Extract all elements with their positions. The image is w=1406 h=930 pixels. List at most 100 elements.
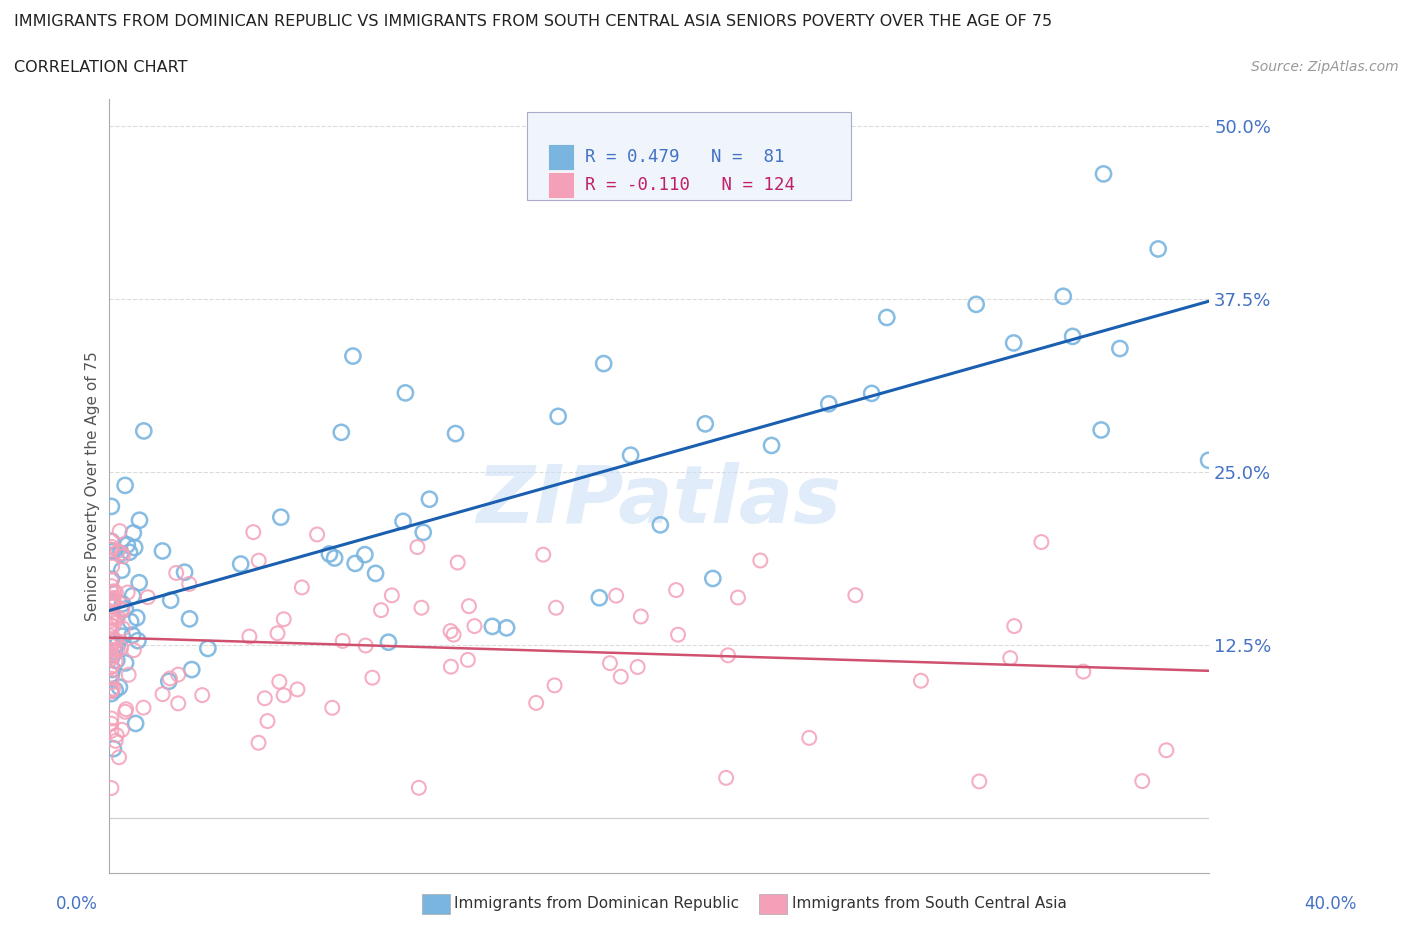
Point: [269, 674, 291, 689]
Point: [247, 736, 270, 751]
Point: [100, 618, 122, 632]
Point: [447, 555, 470, 570]
Point: [100, 585, 122, 600]
Point: [103, 643, 125, 658]
Point: [100, 686, 122, 701]
Point: [323, 551, 346, 565]
Point: [107, 544, 129, 559]
Text: R = 0.479   N =  81: R = 0.479 N = 81: [585, 148, 785, 166]
Point: [108, 680, 131, 695]
Point: [307, 527, 329, 542]
Point: [107, 610, 129, 625]
Point: [1002, 336, 1025, 351]
Point: [100, 499, 122, 514]
Point: [247, 553, 270, 568]
Point: [167, 696, 190, 711]
Point: [844, 588, 866, 603]
Point: [100, 659, 122, 674]
Point: [543, 678, 565, 693]
Point: [122, 525, 145, 540]
Point: [463, 618, 485, 633]
Point: [100, 638, 122, 653]
Point: [103, 609, 125, 624]
Point: [100, 613, 122, 628]
Point: [111, 596, 134, 611]
Point: [101, 559, 124, 574]
Point: [588, 591, 610, 605]
Point: [100, 592, 122, 607]
Point: [152, 543, 174, 558]
Point: [330, 425, 353, 440]
Point: [1198, 453, 1220, 468]
Point: [253, 691, 276, 706]
Point: [440, 659, 463, 674]
Point: [610, 670, 633, 684]
Point: [100, 652, 122, 667]
Point: [354, 638, 377, 653]
Point: [100, 572, 122, 587]
Point: [749, 553, 772, 568]
Text: R = -0.110   N = 124: R = -0.110 N = 124: [585, 176, 794, 194]
Point: [287, 682, 309, 697]
Point: [165, 565, 187, 580]
Point: [377, 635, 399, 650]
Point: [104, 734, 127, 749]
Point: [481, 619, 503, 634]
Point: [105, 653, 128, 668]
Point: [411, 600, 433, 615]
Point: [495, 620, 517, 635]
Point: [100, 675, 122, 690]
Text: Immigrants from South Central Asia: Immigrants from South Central Asia: [792, 897, 1067, 911]
Text: 40.0%: 40.0%: [1305, 895, 1357, 913]
Point: [443, 627, 465, 642]
Point: [1073, 664, 1095, 679]
Point: [180, 662, 202, 677]
Point: [124, 716, 146, 731]
Point: [761, 438, 783, 453]
Point: [1000, 651, 1022, 666]
Point: [318, 547, 340, 562]
Point: [103, 591, 125, 605]
Point: [364, 566, 387, 581]
Point: [111, 723, 134, 737]
Point: [439, 624, 461, 639]
Point: [101, 600, 124, 615]
Point: [120, 614, 142, 629]
Point: [114, 704, 136, 719]
Point: [121, 589, 143, 604]
Point: [1002, 618, 1025, 633]
Point: [666, 627, 689, 642]
Point: [458, 599, 481, 614]
Point: [117, 668, 139, 683]
Point: [104, 683, 127, 698]
Point: [100, 659, 122, 674]
Point: [159, 671, 181, 685]
Point: [132, 423, 155, 438]
Point: [273, 688, 295, 703]
Point: [100, 684, 122, 698]
Point: [115, 702, 138, 717]
Point: [179, 577, 201, 591]
Point: [111, 603, 134, 618]
Point: [110, 546, 132, 561]
Point: [100, 596, 122, 611]
Point: [620, 447, 643, 462]
Point: [544, 600, 567, 615]
Point: [132, 700, 155, 715]
Point: [665, 583, 688, 598]
Point: [111, 629, 134, 644]
Point: [100, 539, 122, 554]
Point: [1031, 535, 1053, 550]
Point: [361, 671, 384, 685]
Point: [104, 654, 127, 669]
Point: [107, 644, 129, 658]
Point: [100, 534, 122, 549]
Point: [100, 683, 122, 698]
Point: [238, 629, 260, 644]
Point: [167, 667, 190, 682]
Point: [695, 417, 717, 432]
Point: [111, 602, 134, 617]
Point: [605, 588, 627, 603]
Point: [799, 730, 821, 745]
Point: [100, 624, 122, 639]
